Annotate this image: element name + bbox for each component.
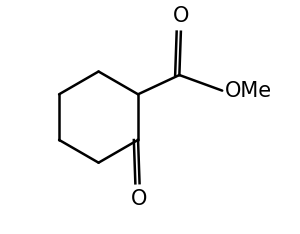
Text: O: O bbox=[173, 6, 189, 26]
Text: OMe: OMe bbox=[225, 81, 272, 101]
Text: O: O bbox=[131, 189, 148, 209]
